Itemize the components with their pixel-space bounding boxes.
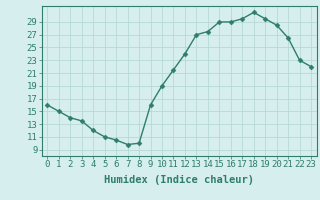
X-axis label: Humidex (Indice chaleur): Humidex (Indice chaleur) [104,175,254,185]
